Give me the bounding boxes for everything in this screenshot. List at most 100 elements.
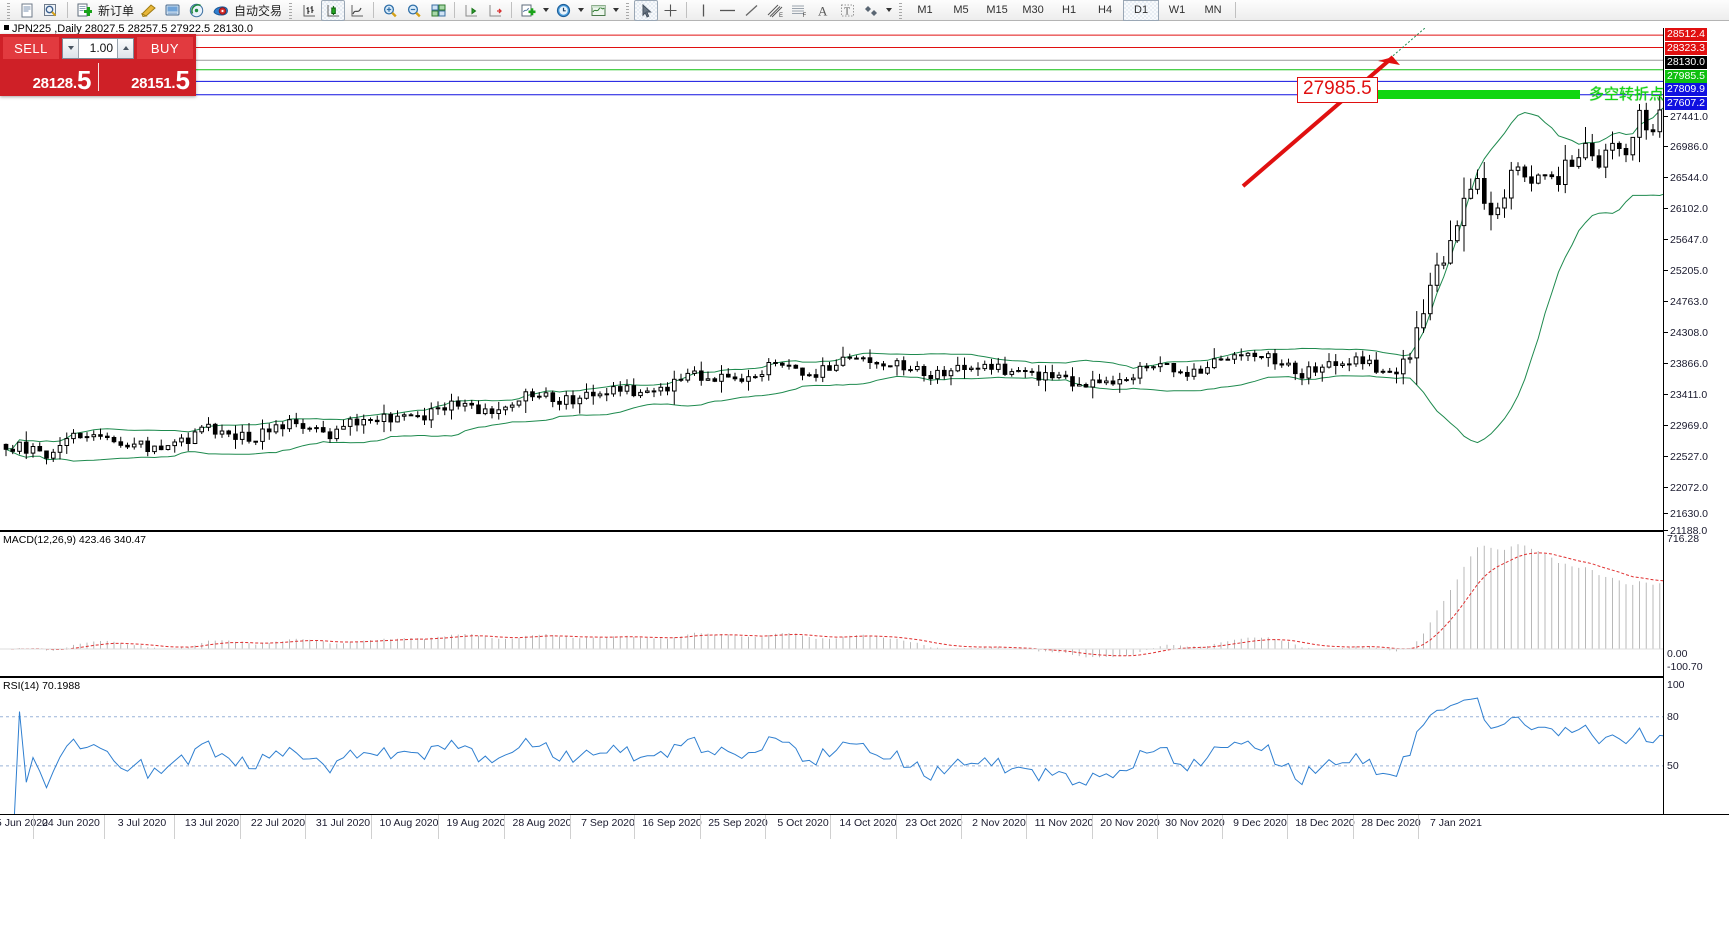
- timeframe-mn[interactable]: MN: [1204, 4, 1222, 16]
- volume-decrease-icon[interactable]: [63, 38, 79, 58]
- timeframe-d1[interactable]: D1: [1123, 0, 1160, 21]
- fibonacci-icon[interactable]: F: [787, 0, 811, 21]
- price-tick-label: 26544.0: [1670, 172, 1708, 184]
- volume-increase-icon[interactable]: [117, 38, 133, 58]
- main-toolbar[interactable]: 新订单 自动交易: [0, 0, 1729, 21]
- rsi-pane[interactable]: RSI(14) 70.1988: [0, 677, 1721, 848]
- zoom-out-icon[interactable]: [402, 0, 426, 21]
- timeframe-m30[interactable]: M30: [1022, 4, 1044, 16]
- time-separator: [1418, 815, 1419, 839]
- new-order-icon[interactable]: [72, 0, 96, 21]
- time-tick-label: 25 Sep 2020: [708, 817, 768, 829]
- timeframe-h4[interactable]: H4: [1098, 4, 1113, 16]
- sell-price-integer: 28128: [32, 75, 74, 92]
- horizontal-line-icon[interactable]: [715, 0, 739, 21]
- time-separator: [1287, 815, 1288, 839]
- price-tick-label: 22527.0: [1670, 451, 1708, 463]
- macd-chart-svg: [0, 544, 1721, 658]
- price-tick: 22072.0: [1664, 482, 1708, 494]
- auto-scroll-icon[interactable]: [483, 0, 507, 21]
- one-click-trading-panel[interactable]: SELL 1.00 BUY 28128. 5 28151. 5: [0, 34, 196, 96]
- price-badge: 28512.4: [1665, 28, 1707, 41]
- zoom-in-icon[interactable]: [378, 0, 402, 21]
- equidistant-channel-icon[interactable]: E: [763, 0, 787, 21]
- price-tick-label: 21630.0: [1670, 508, 1708, 520]
- text-icon[interactable]: A: [811, 0, 835, 21]
- bar-chart-icon[interactable]: [297, 0, 321, 21]
- time-tick-label: 11 Nov 2020: [1034, 817, 1094, 829]
- price-tick: 26986.0: [1664, 141, 1708, 153]
- rsi-tick-label: 100: [1667, 679, 1685, 691]
- line-chart-icon[interactable]: [345, 0, 369, 21]
- chart-area[interactable]: MACD(12,26,9) 423.46 340.47 RSI(14) 70.1…: [0, 27, 1729, 919]
- time-separator: [1157, 815, 1158, 839]
- magnifier-icon[interactable]: [39, 0, 63, 21]
- time-separator: [634, 815, 635, 839]
- crosshair-icon[interactable]: [658, 0, 682, 21]
- candlestick-icon[interactable]: [321, 0, 346, 21]
- time-separator: [33, 815, 34, 839]
- buy-price[interactable]: 28151. 5: [99, 60, 197, 94]
- indicators-icon[interactable]: [516, 0, 540, 21]
- sell-price[interactable]: 28128. 5: [0, 60, 98, 94]
- buy-price-integer: 28151: [131, 75, 172, 92]
- rsi-tick-label: 80: [1667, 711, 1679, 723]
- shapes-dropdown-caret-icon[interactable]: [883, 1, 894, 20]
- timeframe-w1[interactable]: W1: [1168, 4, 1186, 16]
- price-badge: 27607.2: [1665, 97, 1707, 110]
- price-tick: 23866.0: [1664, 358, 1708, 370]
- period-dropdown-caret-icon[interactable]: [575, 1, 586, 20]
- toolbar-grip-2[interactable]: [287, 1, 295, 19]
- text-label-icon[interactable]: T: [835, 0, 859, 21]
- sell-button[interactable]: SELL: [3, 37, 59, 59]
- volume-stepper[interactable]: 1.00: [62, 37, 134, 59]
- time-separator: [1026, 815, 1027, 839]
- chart-header-text: JPN225 ,Daily 28027.5 28257.5 27922.5 28…: [12, 23, 253, 35]
- chart-header-marker: [4, 25, 9, 30]
- signals-icon[interactable]: [184, 0, 208, 21]
- time-tick-label: 30 Nov 2020: [1165, 817, 1225, 829]
- vertical-line-icon[interactable]: [691, 0, 715, 21]
- svg-text:A: A: [818, 3, 828, 18]
- new-order-label[interactable]: 新订单: [98, 3, 135, 18]
- buy-button[interactable]: BUY: [137, 37, 193, 59]
- tile-windows-icon[interactable]: [426, 0, 450, 21]
- one-click-divider: [97, 63, 99, 91]
- macd-pane[interactable]: MACD(12,26,9) 423.46 340.47: [0, 531, 1721, 677]
- toolbar-grip[interactable]: [5, 1, 12, 19]
- period-clock-icon[interactable]: [551, 0, 575, 21]
- cursor-icon[interactable]: [634, 0, 659, 21]
- volume-input[interactable]: 1.00: [89, 41, 113, 55]
- autotrading-label[interactable]: 自动交易: [234, 3, 283, 18]
- pencil-icon[interactable]: [136, 0, 160, 21]
- toolbar-separator-6: [1235, 2, 1237, 18]
- indicators-dropdown-caret-icon[interactable]: [540, 1, 551, 20]
- templates-icon[interactable]: [586, 0, 610, 21]
- time-separator: [570, 815, 571, 839]
- timeframe-m5[interactable]: M5: [953, 4, 969, 16]
- price-tick-label: 27441.0: [1670, 111, 1708, 123]
- price-pane[interactable]: [0, 27, 1723, 531]
- price-tick-label: 21188.0: [1670, 525, 1708, 537]
- new-chart-icon[interactable]: [15, 0, 39, 21]
- shift-end-icon[interactable]: [459, 0, 483, 21]
- buy-price-dot: .: [171, 75, 176, 92]
- timeframe-m1[interactable]: M1: [917, 4, 933, 16]
- price-axis[interactable]: 28512.4 28323.3 28130.0 27985.5 27809.9 27607…: [1663, 28, 1729, 814]
- time-separator: [1353, 815, 1354, 839]
- templates-dropdown-caret-icon[interactable]: [610, 1, 621, 20]
- macd-tick: -100.70: [1664, 661, 1703, 673]
- time-separator: [504, 815, 505, 839]
- trendline-icon[interactable]: [739, 0, 763, 21]
- time-separator: [438, 815, 439, 839]
- time-separator: [896, 815, 897, 839]
- timeframe-h1[interactable]: H1: [1062, 4, 1077, 16]
- toolbar-grip-3[interactable]: [624, 1, 632, 19]
- macd-label: MACD(12,26,9) 423.46 340.47: [3, 534, 147, 546]
- autotrading-icon[interactable]: [208, 0, 232, 21]
- timeframe-m15[interactable]: M15: [986, 4, 1008, 16]
- shapes-icon[interactable]: [859, 0, 883, 21]
- toolbar-grip-4[interactable]: [897, 1, 905, 19]
- terminal-icon[interactable]: [160, 0, 184, 21]
